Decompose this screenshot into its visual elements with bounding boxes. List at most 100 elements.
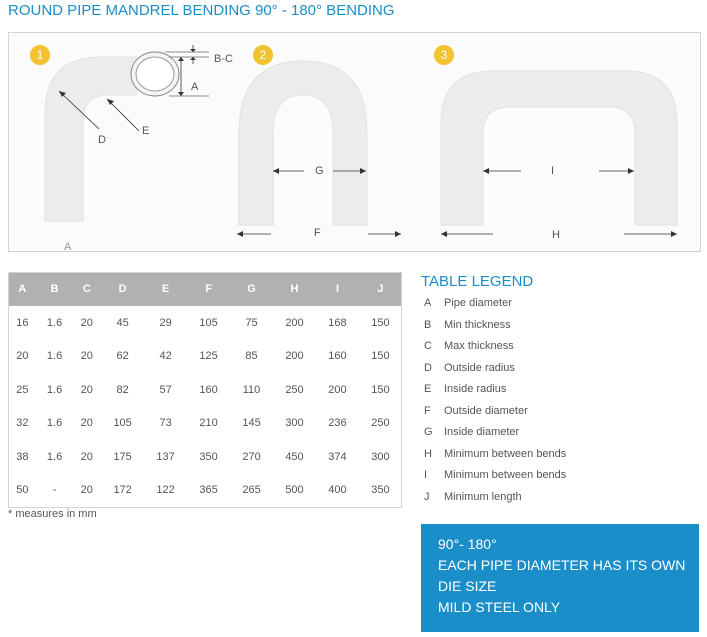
legend-text: Min thickness <box>444 318 511 331</box>
table-cell: 270 <box>242 450 261 463</box>
table-cell: 210 <box>199 417 218 430</box>
legend-key: H <box>424 447 432 460</box>
table-cell: 160 <box>328 350 347 363</box>
label-b-c: B-C <box>214 53 233 65</box>
legend-item: D Outside radius <box>424 360 566 382</box>
table-cell: 32 <box>16 417 29 430</box>
table-header-a: A <box>8 272 37 306</box>
legend-item: H Minimum between bends <box>424 446 566 468</box>
legend-item: C Max thickness <box>424 338 566 360</box>
table-cell: 250 <box>285 383 304 396</box>
table-cell: 150 <box>371 316 390 329</box>
table-cell: 1.6 <box>46 316 63 329</box>
label-f: F <box>314 227 321 239</box>
table-cell: 20 <box>80 450 93 463</box>
table-footnote: * measures in mm <box>8 508 97 520</box>
legend-key: C <box>424 340 432 352</box>
table-row: 25 1.6 20 82 57 160 110 250 200 150 <box>8 373 402 407</box>
step-badge-3: 3 <box>434 45 454 65</box>
legend-key: B <box>424 318 432 331</box>
table-row: 32 1.6 20 105 73 210 145 300 236 250 <box>8 407 402 441</box>
legend-text: Inside diameter <box>444 426 520 438</box>
table-cell: 62 <box>116 350 129 363</box>
table-header-c: C <box>72 272 102 306</box>
legend-text: Outside radius <box>444 361 515 374</box>
label-a-bottom: A <box>64 241 72 250</box>
table-cell: 374 <box>328 450 347 463</box>
legend-list: A Pipe diameter B Min thickness C Max thick… <box>424 295 566 510</box>
table-cell: 137 <box>156 450 175 463</box>
label-e: E <box>142 125 150 137</box>
table-cell: 20 <box>80 350 93 363</box>
table-cell: 105 <box>113 417 132 430</box>
pipe-bend-90 <box>44 56 138 222</box>
table-cell: 73 <box>159 417 172 430</box>
legend-key: D <box>424 361 432 374</box>
table-cell: 250 <box>371 417 390 430</box>
table-cell: 200 <box>285 316 304 329</box>
table-cell: 1.6 <box>46 450 63 463</box>
table-row: 20 1.6 20 62 42 125 85 200 160 150 <box>8 340 402 374</box>
label-a: A <box>191 81 199 93</box>
table-cell: 125 <box>199 350 218 363</box>
table-cell: 38 <box>16 450 29 463</box>
legend-key: E <box>424 383 432 395</box>
legend-text: Max thickness <box>444 340 514 352</box>
pipe-bend-180 <box>238 60 368 226</box>
table-row: 38 1.6 20 175 137 350 270 450 374 300 <box>8 440 402 474</box>
table-cell: 236 <box>328 417 347 430</box>
table-cell: 75 <box>245 316 258 329</box>
table-header-h: H <box>273 272 316 306</box>
legend-key: A <box>424 297 432 309</box>
table-cell: 20 <box>80 316 93 329</box>
table-cell: 20 <box>80 484 93 497</box>
legend-key: G <box>424 426 433 438</box>
pipe-bend-180-wide <box>440 70 678 226</box>
table-cell: 265 <box>242 484 261 497</box>
table-cell: 50 <box>16 484 29 497</box>
legend-item: B Min thickness <box>424 317 566 339</box>
legend-key: I <box>424 469 428 481</box>
legend-text: Minimum between bends <box>444 447 567 460</box>
label-g: G <box>315 165 324 177</box>
table-cell: 57 <box>159 383 172 396</box>
info-line: EACH PIPE DIAMETER HAS ITS OWN <box>438 557 686 573</box>
label-i: I <box>551 165 555 177</box>
table-cell: 300 <box>371 450 390 463</box>
table-cell: 110 <box>242 383 261 396</box>
table-header-j: J <box>358 272 402 306</box>
page-title: ROUND PIPE MANDREL BENDING 90° - 180° BE… <box>8 2 395 19</box>
table-header-row: A B C D E F G H I J <box>8 272 402 306</box>
table-cell: 20 <box>80 417 93 430</box>
table-row: 16 1.6 20 45 29 105 75 200 168 150 <box>8 306 402 340</box>
table-header-g: G <box>230 272 274 306</box>
legend-key: F <box>424 404 431 417</box>
table-cell: 175 <box>113 450 132 463</box>
info-line: MILD STEEL ONLY <box>438 599 561 615</box>
table-cell: 400 <box>328 484 347 497</box>
table-header-d: D <box>101 272 145 306</box>
table-cell: 29 <box>159 316 172 329</box>
legend-text: Minimum between bends <box>444 469 567 481</box>
table-cell: 150 <box>371 350 390 363</box>
dimensions-table: A B C D E F G H I J 16 1.6 20 45 29 105 … <box>8 272 402 507</box>
legend-text: Minimum length <box>444 490 522 503</box>
bending-diagram: 1 2 3 B-C A D E G F I H A <box>8 32 701 252</box>
legend-item: G Inside diameter <box>424 424 566 446</box>
label-d: D <box>98 134 106 146</box>
legend-title: TABLE LEGEND <box>421 273 534 290</box>
legend-item: F Outside diameter <box>424 403 566 425</box>
table-cell: 150 <box>371 383 390 396</box>
table-cell: 25 <box>16 383 29 396</box>
table-header-b: B <box>36 272 73 306</box>
legend-item: I Minimum between bends <box>424 467 566 489</box>
table-cell: 16 <box>16 316 29 329</box>
table-cell: 365 <box>199 484 218 497</box>
legend-text: Inside radius <box>444 383 507 395</box>
table-cell: 160 <box>199 383 218 396</box>
table-cell: 350 <box>371 484 390 497</box>
table-cell: 200 <box>328 383 347 396</box>
legend-item: A Pipe diameter <box>424 295 566 317</box>
info-line: DIE SIZE <box>438 578 497 594</box>
table-header-i: I <box>315 272 359 306</box>
